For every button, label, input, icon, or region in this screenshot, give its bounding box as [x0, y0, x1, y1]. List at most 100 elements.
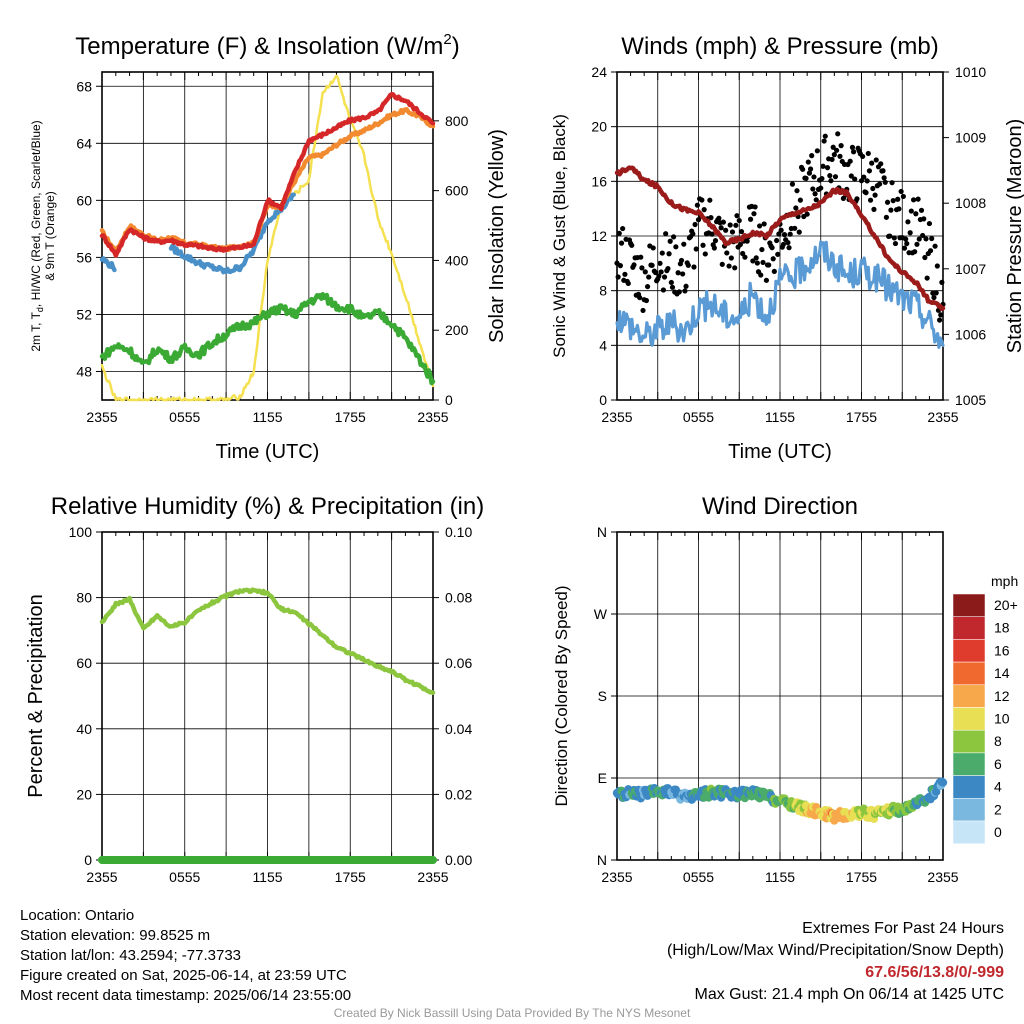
y-tick-label: 52 — [76, 306, 92, 322]
gust-point — [711, 245, 717, 251]
credit-line: Created By Nick Bassill Using Data Provi… — [333, 1006, 691, 1020]
y-right-tick-label: 400 — [445, 252, 469, 268]
gust-point — [702, 251, 708, 257]
y-tick-label: 24 — [591, 64, 607, 80]
gust-point — [871, 206, 877, 212]
gust-point — [892, 240, 899, 247]
y-right-tick-label: 1008 — [955, 195, 986, 211]
x-axis-label: Time (UTC) — [728, 441, 832, 463]
gust-point — [727, 222, 733, 228]
gust-point — [752, 204, 758, 210]
legend-unit: mph — [991, 573, 1018, 589]
legend-label: 10 — [994, 711, 1010, 727]
gust-point — [807, 166, 814, 172]
gust-point — [766, 262, 772, 268]
gust-point — [719, 261, 725, 267]
x-tick-label: 2355 — [601, 869, 632, 885]
y-tick-label: 56 — [76, 249, 92, 265]
y-axis-label: Sonic Wind & Gust (Blue, Black) — [550, 114, 569, 358]
y-tick-label: S — [598, 688, 607, 704]
gust-point — [803, 175, 809, 181]
y-right-tick-label: 0.00 — [445, 852, 472, 868]
legend-swatch — [952, 798, 986, 822]
gust-point — [860, 153, 866, 160]
gust-point — [694, 202, 700, 208]
gust-point — [676, 289, 682, 295]
gust-point — [675, 270, 681, 276]
legend-swatch — [952, 752, 986, 776]
temperature-chart: Temperature (F) & Insolation (W/m2) 48 52 5… — [29, 31, 508, 463]
gust-point — [668, 279, 674, 286]
gust-point — [642, 269, 648, 275]
gust-point — [833, 147, 840, 153]
gust-point — [665, 265, 671, 272]
gust-point — [884, 199, 891, 205]
gust-point — [663, 231, 669, 237]
legend-swatch — [952, 684, 986, 708]
chart-title: Winds (mph) & Pressure (mb) — [621, 33, 938, 60]
gust-point — [667, 238, 673, 244]
gust-point — [890, 198, 896, 204]
gust-point — [669, 284, 676, 290]
x-tick-label: 1155 — [765, 869, 795, 885]
gust-point — [818, 185, 824, 191]
legend-label: 4 — [994, 779, 1002, 795]
y-right-tick-label: 200 — [445, 322, 469, 338]
gust-point — [904, 240, 910, 247]
x-tick-label: 0555 — [683, 409, 714, 425]
gust-point — [747, 216, 754, 222]
gust-point — [789, 181, 796, 187]
gust-point — [680, 271, 686, 277]
y-tick-label: 16 — [591, 173, 607, 189]
gust-point — [629, 242, 635, 248]
y-axis-label: Direction (Colored By Speed) — [552, 585, 571, 806]
y-right-axis-label: Solar Insolation (Yellow) — [486, 129, 508, 343]
gust-point — [625, 280, 631, 287]
humidity-chart: Relative Humidity (%) & Precipitation (i… — [25, 493, 484, 885]
gust-point — [616, 230, 622, 236]
legend-swatch — [952, 616, 986, 640]
legend-swatch — [952, 661, 986, 686]
gust-point — [796, 229, 802, 235]
gust-point — [771, 268, 777, 275]
gust-point — [742, 254, 748, 260]
gust-point — [650, 245, 656, 251]
y-right-axis-label: Station Pressure (Maroon) — [1004, 119, 1024, 354]
gust-point — [646, 274, 652, 280]
gust-point — [915, 196, 921, 202]
gust-point — [643, 297, 650, 304]
gust-point — [848, 173, 854, 179]
y-tick-label: 40 — [76, 721, 92, 737]
legend-label: 20+ — [994, 597, 1018, 613]
gust-point — [923, 236, 929, 242]
gust-point — [673, 244, 679, 250]
gust-point — [852, 176, 858, 182]
x-tick-label: 1155 — [252, 409, 282, 425]
y-tick-label: 20 — [591, 119, 607, 135]
gust-point — [895, 196, 901, 202]
x-tick-label: 1755 — [846, 869, 877, 885]
gust-point — [656, 273, 662, 279]
chart-title: Temperature (F) & Insolation (W/m2) — [75, 31, 459, 60]
x-tick-label: 0555 — [169, 409, 200, 425]
gust-point — [693, 246, 699, 252]
gust-point — [903, 236, 909, 242]
gust-point — [878, 161, 884, 167]
gust-point — [873, 157, 879, 163]
y-tick-label: E — [598, 770, 607, 786]
gust-point — [622, 271, 628, 277]
y-right-tick-label: 1007 — [955, 261, 986, 277]
gust-point — [770, 256, 776, 262]
gust-point — [690, 231, 696, 237]
legend-swatch — [952, 729, 986, 754]
gust-point — [716, 215, 722, 221]
x-tick-label: 1155 — [765, 409, 795, 425]
gust-point — [707, 197, 713, 203]
gust-point — [670, 234, 677, 240]
gust-point — [932, 243, 938, 249]
gust-point — [631, 262, 637, 268]
gust-point — [728, 255, 734, 261]
gust-point — [792, 225, 798, 231]
gust-point — [933, 290, 939, 296]
